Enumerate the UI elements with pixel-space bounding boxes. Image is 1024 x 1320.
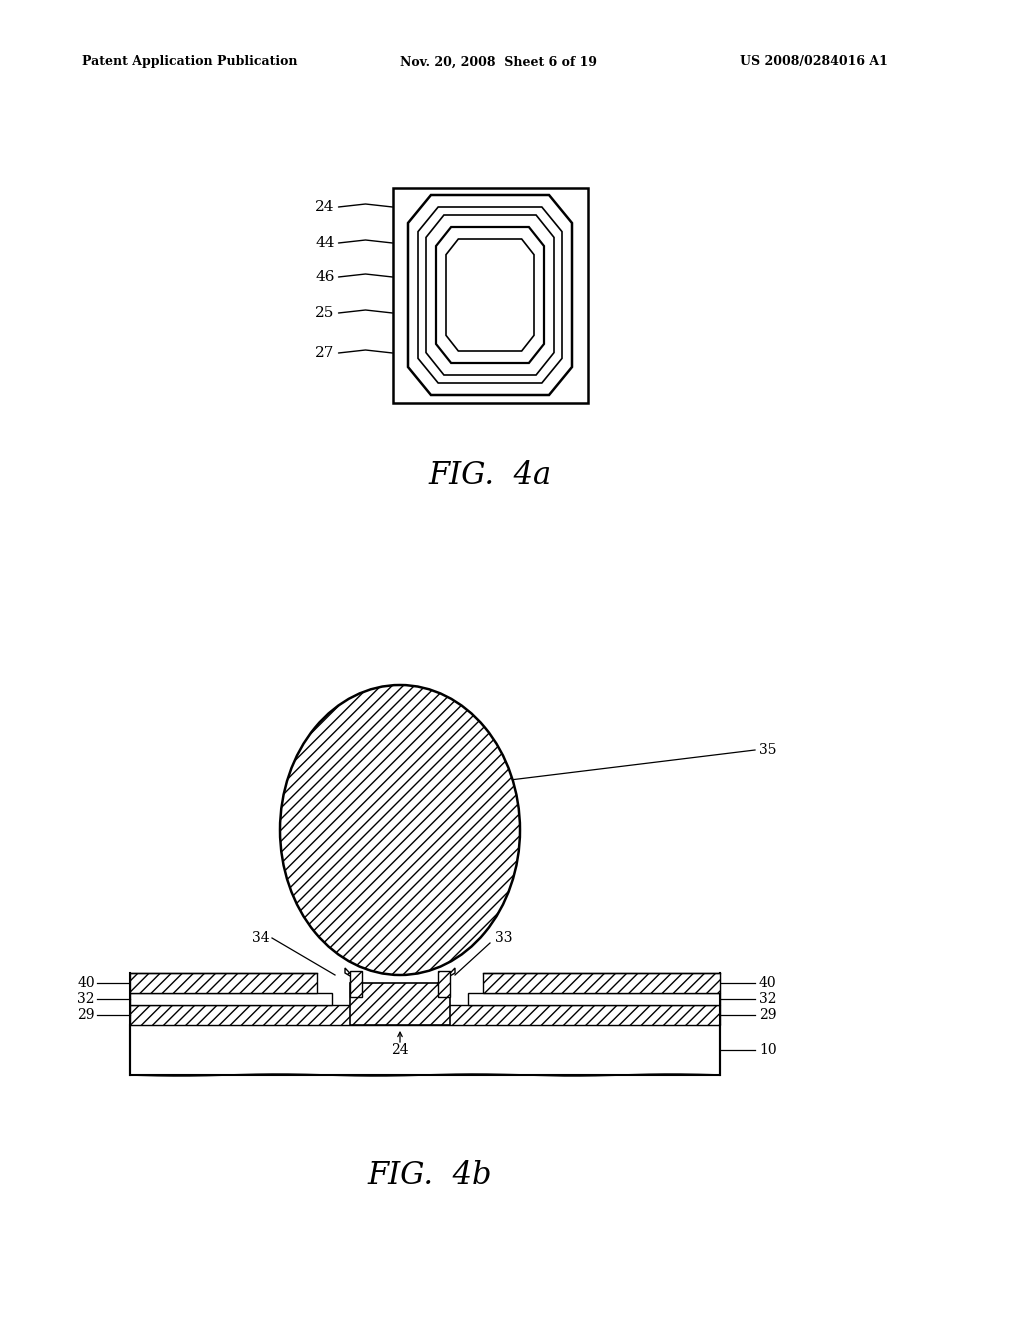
Text: 29: 29 [759,1008,776,1022]
Text: 27: 27 [315,346,335,360]
Bar [483,973,720,993]
Text: 29: 29 [78,1008,95,1022]
Text: 40: 40 [759,975,776,990]
Text: 34: 34 [252,931,270,945]
Bar [130,1005,720,1026]
Text: 24: 24 [315,201,335,214]
Text: 32: 32 [78,993,95,1006]
Text: 46: 46 [315,271,335,284]
Polygon shape [130,1026,720,1074]
Text: 40: 40 [78,975,95,990]
Text: 35: 35 [759,743,776,756]
Ellipse shape [280,685,520,975]
Bar [130,993,332,1005]
Text: 25: 25 [315,306,335,319]
Text: 44: 44 [315,236,335,249]
Bar [350,983,450,1026]
Text: 24: 24 [391,1043,409,1057]
Text: Nov. 20, 2008  Sheet 6 of 19: Nov. 20, 2008 Sheet 6 of 19 [400,55,597,69]
Bar [468,993,720,1005]
Bar [392,187,588,403]
Text: Patent Application Publication: Patent Application Publication [82,55,298,69]
Bar [438,972,450,997]
Bar [350,972,362,997]
Text: FIG.  4a: FIG. 4a [428,461,552,491]
Text: FIG.  4b: FIG. 4b [368,1159,493,1191]
Polygon shape [345,968,362,986]
Polygon shape [438,968,455,986]
Text: 10: 10 [759,1043,776,1057]
Text: US 2008/0284016 A1: US 2008/0284016 A1 [740,55,888,69]
Text: 33: 33 [495,931,512,945]
Text: 32: 32 [759,993,776,1006]
Bar [130,973,317,993]
